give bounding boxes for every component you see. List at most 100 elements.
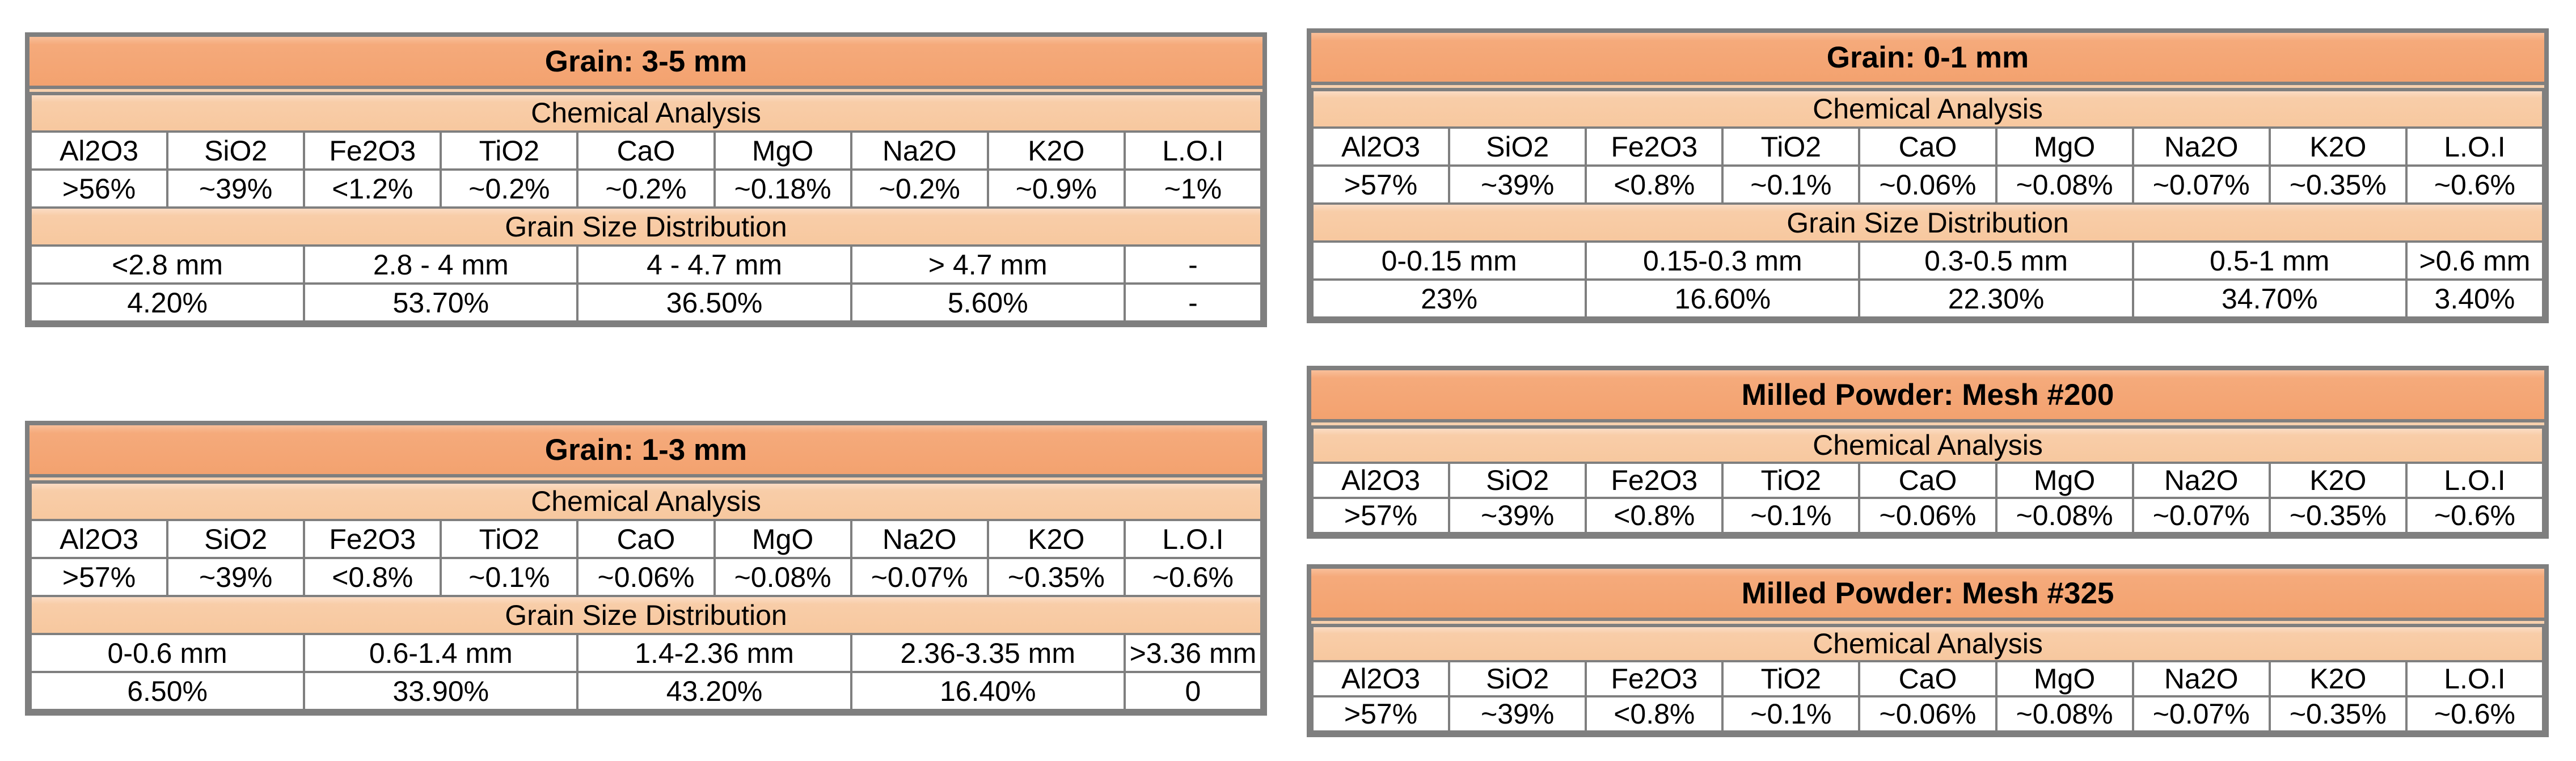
chem-value-cell: >57% bbox=[1311, 695, 1451, 733]
chem-value-cell: ~0.6% bbox=[2405, 164, 2545, 205]
chem-header-cell: CaO bbox=[1858, 462, 1998, 499]
chem-header-cell: Al2O3 bbox=[1311, 660, 1451, 697]
size-header-cell: 0.3-0.5 mm bbox=[1858, 240, 2134, 281]
chem-value-cell: ~0.08% bbox=[1995, 695, 2134, 733]
spec-card-grain-0-1mm: Grain: 0-1 mm Chemical Analysis Al2O3 Si… bbox=[1307, 28, 2549, 323]
chem-header-cell: Al2O3 bbox=[1311, 462, 1451, 499]
chem-header-cell: MgO bbox=[1995, 462, 2134, 499]
chem-header-cell: CaO bbox=[576, 130, 716, 171]
chem-value-cell: <0.8% bbox=[1585, 497, 1724, 534]
size-value-cell: 16.60% bbox=[1585, 278, 1861, 319]
spec-table: Chemical Analysis Al2O3 SiO2 Fe2O3 TiO2 … bbox=[1311, 425, 2545, 534]
chem-value-cell: ~0.2% bbox=[576, 168, 716, 209]
chem-value-cell: ~0.6% bbox=[1123, 557, 1263, 597]
chem-value-cell: ~0.07% bbox=[2131, 497, 2271, 534]
chem-value-cell: ~39% bbox=[166, 557, 306, 597]
chem-value-cell: ~0.35% bbox=[986, 557, 1126, 597]
spec-table: Chemical Analysis Al2O3 SiO2 Fe2O3 TiO2 … bbox=[29, 92, 1263, 323]
chem-value-cell: ~39% bbox=[1448, 164, 1587, 205]
size-header-cell: <2.8 mm bbox=[29, 244, 306, 285]
chem-value-cell: ~39% bbox=[166, 168, 306, 209]
size-value-cell: 4.20% bbox=[29, 282, 306, 323]
size-value-cell: 6.50% bbox=[29, 671, 306, 711]
size-header-cell: 1.4-2.36 mm bbox=[576, 633, 852, 673]
chem-header-cell: CaO bbox=[576, 519, 716, 559]
chem-header-cell: Fe2O3 bbox=[303, 519, 442, 559]
chem-header-cell: Al2O3 bbox=[29, 130, 169, 171]
chem-header-cell: Fe2O3 bbox=[1585, 126, 1724, 167]
chem-header-cell: SiO2 bbox=[1448, 462, 1587, 499]
chem-header-cell: TiO2 bbox=[1721, 660, 1861, 697]
chem-header-cell: L.O.I bbox=[1123, 519, 1263, 559]
size-header-cell: 0.6-1.4 mm bbox=[303, 633, 579, 673]
size-value-cell: - bbox=[1123, 282, 1263, 323]
chem-header-cell: TiO2 bbox=[1721, 126, 1861, 167]
size-header-cell: - bbox=[1123, 244, 1263, 285]
size-value-cell: 43.20% bbox=[576, 671, 852, 711]
chem-header-cell: Fe2O3 bbox=[1585, 660, 1724, 697]
chem-header-cell: K2O bbox=[2268, 462, 2408, 499]
size-value-cell: 33.90% bbox=[303, 671, 579, 711]
chem-value-cell: ~0.35% bbox=[2268, 164, 2408, 205]
table-title: Grain: 3-5 mm bbox=[29, 37, 1262, 89]
size-value-cell: 23% bbox=[1311, 278, 1587, 319]
chem-value-cell: ~0.6% bbox=[2405, 497, 2545, 534]
chem-value-cell: ~0.35% bbox=[2268, 497, 2408, 534]
section-header-chemical-analysis: Chemical Analysis bbox=[29, 92, 1262, 133]
chem-header-cell: Na2O bbox=[850, 519, 989, 559]
chem-value-cell: >57% bbox=[1311, 497, 1451, 534]
chem-value-cell: ~39% bbox=[1448, 695, 1587, 733]
chem-header-cell: Fe2O3 bbox=[1585, 462, 1724, 499]
spec-card-mesh-325: Milled Powder: Mesh #325 Chemical Analys… bbox=[1307, 564, 2549, 737]
size-value-cell: 53.70% bbox=[303, 282, 579, 323]
chem-value-cell: ~0.06% bbox=[1858, 497, 1998, 534]
chem-header-cell: Na2O bbox=[2131, 462, 2271, 499]
chem-value-cell: ~0.1% bbox=[440, 557, 579, 597]
chem-header-cell: L.O.I bbox=[1123, 130, 1263, 171]
size-header-cell: > 4.7 mm bbox=[850, 244, 1126, 285]
chem-value-cell: ~0.06% bbox=[576, 557, 716, 597]
title-divider bbox=[1311, 85, 2544, 88]
size-header-cell: 0-0.6 mm bbox=[29, 633, 306, 673]
chem-value-cell: ~0.07% bbox=[2131, 164, 2271, 205]
size-value-cell: 22.30% bbox=[1858, 278, 2134, 319]
spec-table: Chemical Analysis Al2O3 SiO2 Fe2O3 TiO2 … bbox=[29, 480, 1263, 711]
chem-header-cell: MgO bbox=[1995, 660, 2134, 697]
size-value-cell: 3.40% bbox=[2405, 278, 2545, 319]
chem-header-cell: MgO bbox=[1995, 126, 2134, 167]
chem-value-cell: ~0.08% bbox=[1995, 497, 2134, 534]
section-header-chemical-analysis: Chemical Analysis bbox=[1311, 426, 2544, 464]
chem-header-cell: TiO2 bbox=[1721, 462, 1861, 499]
chem-header-cell: MgO bbox=[713, 130, 852, 171]
title-divider bbox=[29, 89, 1262, 92]
spec-table: Chemical Analysis Al2O3 SiO2 Fe2O3 TiO2 … bbox=[1311, 624, 2545, 733]
chem-value-cell: ~0.9% bbox=[986, 168, 1126, 209]
title-divider bbox=[1311, 621, 2544, 624]
section-header-chemical-analysis: Chemical Analysis bbox=[29, 481, 1262, 521]
chem-header-cell: K2O bbox=[2268, 660, 2408, 697]
spec-table: Chemical Analysis Al2O3 SiO2 Fe2O3 TiO2 … bbox=[1311, 88, 2545, 319]
chem-header-cell: K2O bbox=[986, 519, 1126, 559]
size-value-cell: 36.50% bbox=[576, 282, 852, 323]
size-header-cell: 2.36-3.35 mm bbox=[850, 633, 1126, 673]
chem-header-cell: K2O bbox=[2268, 126, 2408, 167]
section-header-chemical-analysis: Chemical Analysis bbox=[1311, 624, 2544, 662]
chem-value-cell: <0.8% bbox=[1585, 164, 1724, 205]
chem-value-cell: ~0.1% bbox=[1721, 497, 1861, 534]
chem-value-cell: ~0.07% bbox=[2131, 695, 2271, 733]
size-value-cell: 16.40% bbox=[850, 671, 1126, 711]
section-header-chemical-analysis: Chemical Analysis bbox=[1311, 88, 2544, 129]
chem-header-cell: SiO2 bbox=[166, 130, 306, 171]
chem-header-cell: MgO bbox=[713, 519, 852, 559]
chem-value-cell: ~0.08% bbox=[713, 557, 852, 597]
size-header-cell: 2.8 - 4 mm bbox=[303, 244, 579, 285]
chem-header-cell: L.O.I bbox=[2405, 462, 2545, 499]
chem-value-cell: ~1% bbox=[1123, 168, 1263, 209]
chem-header-cell: Al2O3 bbox=[1311, 126, 1451, 167]
title-divider bbox=[1311, 422, 2544, 425]
chem-value-cell: ~0.06% bbox=[1858, 164, 1998, 205]
size-header-cell: 0-0.15 mm bbox=[1311, 240, 1587, 281]
chem-header-cell: K2O bbox=[986, 130, 1126, 171]
table-title: Grain: 0-1 mm bbox=[1311, 33, 2544, 85]
chem-value-cell: <0.8% bbox=[303, 557, 442, 597]
